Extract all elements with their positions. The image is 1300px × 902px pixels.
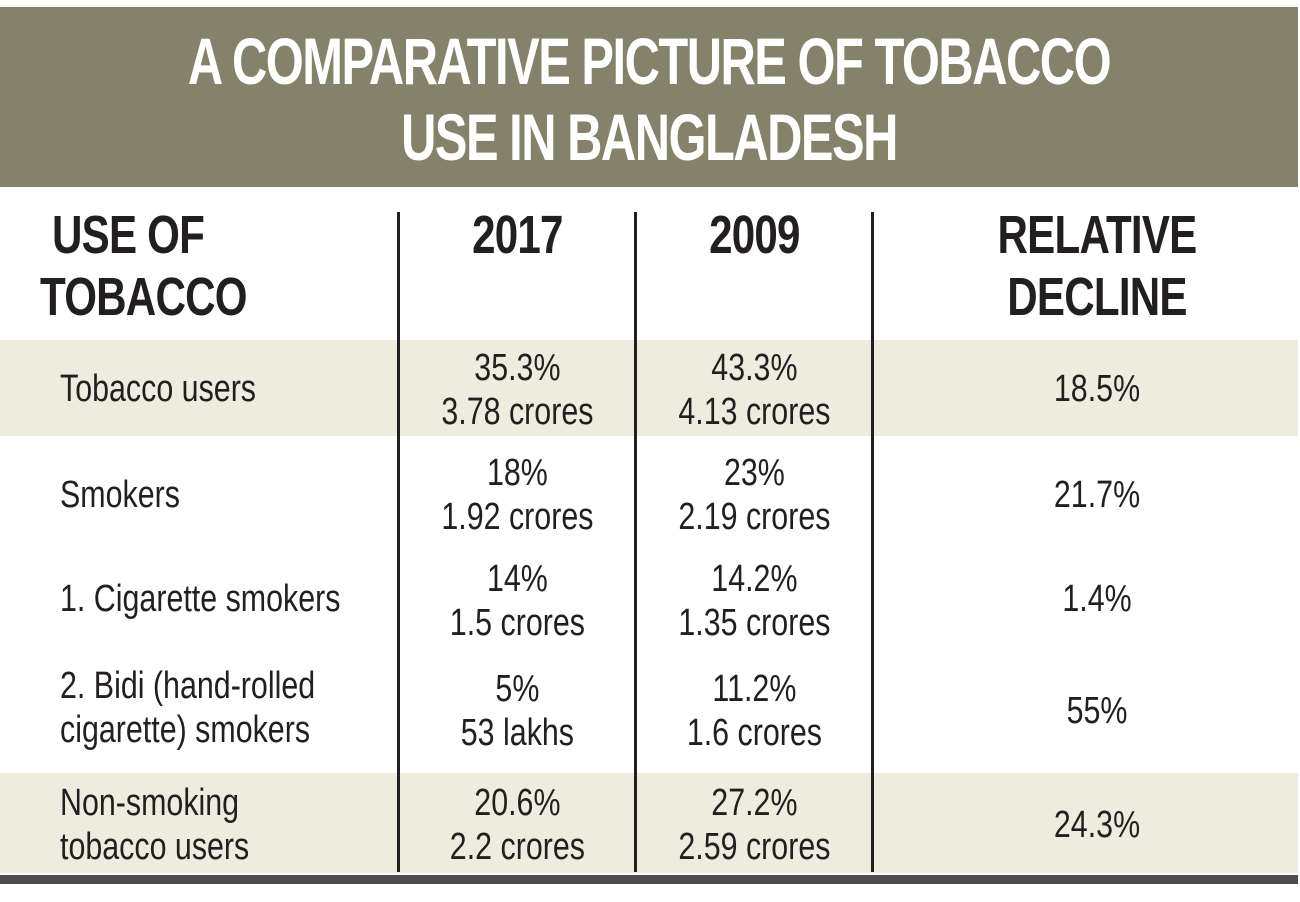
cell-tobacco-users-2017: 35.3% 3.78 crores <box>441 347 594 433</box>
cell-smokers-2017: 18% 1.92 crores <box>441 452 594 538</box>
cell-tobacco-users-2009: 43.3% 4.13 crores <box>678 347 831 433</box>
cell-smokers-2009: 23% 2.19 crores <box>678 452 831 538</box>
row-label-cigarette-smokers: 1. Cigarette smokers <box>60 578 341 620</box>
cell-cigarette-smokers-2017: 14% 1.5 crores <box>449 558 585 644</box>
cell-cigarette-smokers-decline: 1.4% <box>1062 578 1132 620</box>
cell-cigarette-smokers-2009: 14.2% 1.35 crores <box>678 558 831 644</box>
header-relative: RELATIVE <box>997 205 1198 265</box>
header-2009: 2009 <box>709 205 800 265</box>
title-line-1: A COMPARATIVE PICTURE OF TOBACCO <box>187 24 1112 98</box>
cell-bidi-smokers-decline: 55% <box>1066 690 1128 732</box>
header-use-of: USE OF <box>52 205 205 265</box>
row-label-tobacco-users: Tobacco users <box>60 368 257 410</box>
row-label-bidi-smokers: 2. Bidi (hand-rolled cigarette) smokers <box>60 665 316 751</box>
cell-bidi-smokers-2009: 11.2% 1.6 crores <box>686 668 822 754</box>
header-tobacco: TOBACCO <box>40 267 247 327</box>
row-band-tobacco-users <box>0 340 1298 436</box>
cell-non-smoking-decline: 24.3% <box>1053 804 1141 846</box>
cell-tobacco-users-decline: 18.5% <box>1053 368 1141 410</box>
bottom-rule <box>0 875 1298 884</box>
cell-non-smoking-2017: 20.6% 2.2 crores <box>449 782 585 868</box>
cell-non-smoking-2009: 27.2% 2.59 crores <box>678 782 831 868</box>
header-decline: DECLINE <box>1007 267 1187 327</box>
column-divider-1 <box>397 212 400 872</box>
row-label-non-smoking: Non-smoking tobacco users <box>60 782 250 868</box>
cell-bidi-smokers-2017: 5% 53 lakhs <box>460 668 575 754</box>
title-line-2: USE IN BANGLADESH <box>401 100 898 174</box>
cell-smokers-decline: 21.7% <box>1053 474 1141 516</box>
row-band-non-smoking <box>0 773 1298 873</box>
row-label-smokers: Smokers <box>60 474 180 516</box>
column-divider-2 <box>634 212 637 872</box>
column-divider-3 <box>871 212 874 872</box>
title-banner: A COMPARATIVE PICTURE OF TOBACCO USE IN … <box>0 7 1298 187</box>
header-2017: 2017 <box>472 205 563 265</box>
